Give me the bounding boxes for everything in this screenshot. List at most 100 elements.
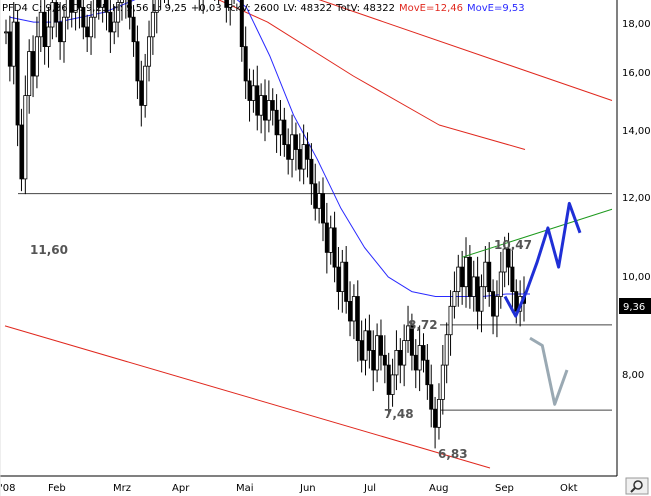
candle-body bbox=[135, 41, 140, 82]
header-high: H: 9,56 bbox=[112, 3, 148, 14]
candle-body bbox=[239, 0, 244, 48]
candle-body bbox=[394, 349, 399, 376]
candle-body bbox=[344, 261, 349, 302]
candle bbox=[386, 352, 391, 416]
candle bbox=[239, 0, 244, 62]
candle bbox=[278, 100, 283, 156]
candle bbox=[320, 177, 325, 242]
candle bbox=[375, 323, 380, 383]
candle bbox=[487, 242, 492, 307]
candle bbox=[440, 345, 445, 415]
candle bbox=[313, 163, 318, 221]
candle bbox=[243, 26, 248, 100]
candle bbox=[160, 0, 162, 10]
x-tick-label: Jun bbox=[299, 483, 316, 494]
candle bbox=[262, 79, 267, 142]
magnifier-icon[interactable] bbox=[625, 477, 649, 495]
candle-body bbox=[143, 65, 148, 106]
candle-body bbox=[440, 364, 445, 400]
candle-body bbox=[301, 144, 306, 170]
candle-body bbox=[320, 193, 325, 224]
candle bbox=[15, 9, 20, 147]
candle bbox=[328, 215, 333, 265]
candle bbox=[448, 290, 453, 356]
candle bbox=[77, 0, 82, 29]
candle-body bbox=[498, 271, 503, 297]
candle bbox=[460, 250, 465, 305]
header-close: C: 9,36 bbox=[32, 3, 68, 14]
candle bbox=[324, 202, 329, 274]
header-bar: PFD4 C: 9,36 O: 9,25 H: 9,56 L: 9,25 +0,03 Tck… bbox=[2, 3, 525, 14]
candle-body bbox=[336, 266, 341, 293]
annotation-11-60: 11,60 bbox=[30, 243, 68, 257]
candle-body bbox=[104, 0, 109, 13]
trend-line-segment bbox=[461, 208, 613, 258]
candle bbox=[290, 114, 295, 178]
candle bbox=[4, 19, 9, 45]
candle bbox=[266, 80, 271, 133]
candle bbox=[100, 0, 105, 23]
candle bbox=[452, 271, 457, 319]
candle bbox=[11, 2, 16, 85]
projection-path bbox=[503, 201, 582, 318]
candle-body bbox=[7, 31, 12, 67]
candle bbox=[259, 83, 264, 134]
candle-body bbox=[11, 21, 16, 67]
candle-body bbox=[460, 266, 465, 288]
candle-body bbox=[89, 16, 94, 38]
candle bbox=[274, 94, 279, 153]
candle bbox=[46, 6, 51, 68]
x-tick-label: Feb bbox=[48, 483, 66, 494]
candle bbox=[456, 254, 461, 307]
candle bbox=[131, 4, 136, 57]
candles bbox=[4, 0, 527, 449]
channel-upper-line bbox=[318, 0, 613, 101]
candle-body bbox=[282, 119, 287, 145]
candle-body bbox=[131, 16, 136, 43]
candle-body bbox=[317, 193, 322, 209]
candle-body bbox=[85, 26, 90, 38]
x-tick-label: Aug bbox=[429, 483, 449, 494]
candle-body bbox=[332, 227, 337, 268]
candle bbox=[61, 4, 66, 63]
candle-body bbox=[510, 266, 515, 293]
candle bbox=[413, 339, 418, 389]
candle bbox=[348, 281, 353, 337]
candle-body bbox=[421, 345, 426, 361]
candle bbox=[425, 344, 430, 400]
candle-body bbox=[382, 354, 387, 366]
candle-body bbox=[436, 398, 441, 428]
candle-body bbox=[34, 36, 39, 77]
candle-body bbox=[378, 335, 383, 356]
projection-alt-path bbox=[529, 336, 569, 406]
candle-body bbox=[324, 222, 329, 253]
candle-body bbox=[274, 109, 279, 136]
candle bbox=[409, 313, 414, 371]
candle-body bbox=[61, 16, 66, 43]
y-tick-label: 12,00 bbox=[622, 193, 651, 204]
candle-body bbox=[359, 340, 364, 361]
candle bbox=[154, 0, 159, 34]
candle-body bbox=[328, 227, 333, 253]
candle bbox=[317, 181, 322, 224]
annotation-7-48: 7,48 bbox=[384, 407, 414, 421]
candle bbox=[398, 338, 403, 384]
candle bbox=[367, 314, 372, 369]
header-open: O: 9,25 bbox=[72, 3, 109, 14]
candle-body bbox=[224, 0, 229, 8]
candle-body bbox=[494, 296, 499, 317]
ma-long-line bbox=[217, 0, 526, 150]
candle-body bbox=[73, 0, 78, 13]
candle bbox=[127, 0, 132, 30]
candle-body bbox=[475, 276, 480, 312]
candle bbox=[270, 88, 275, 126]
candle-body bbox=[313, 183, 318, 209]
candle bbox=[297, 133, 302, 182]
candle-body bbox=[154, 0, 159, 13]
candle bbox=[355, 280, 360, 362]
candle bbox=[382, 335, 387, 384]
candle bbox=[73, 0, 78, 31]
candle-body bbox=[413, 354, 418, 371]
candle bbox=[38, 0, 43, 52]
